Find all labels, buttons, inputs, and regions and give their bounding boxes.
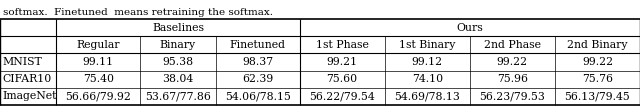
Text: MNIST: MNIST xyxy=(3,57,42,67)
Text: 75.96: 75.96 xyxy=(497,74,528,84)
Text: 95.38: 95.38 xyxy=(163,57,193,67)
Text: 53.67/77.86: 53.67/77.86 xyxy=(145,91,211,101)
Text: 62.39: 62.39 xyxy=(242,74,273,84)
Text: 75.76: 75.76 xyxy=(582,74,613,84)
Text: 38.04: 38.04 xyxy=(163,74,193,84)
Text: 99.12: 99.12 xyxy=(412,57,443,67)
Text: ImageNet: ImageNet xyxy=(3,91,57,101)
Text: 99.11: 99.11 xyxy=(83,57,114,67)
Text: 56.13/79.45: 56.13/79.45 xyxy=(564,91,630,101)
Text: 75.40: 75.40 xyxy=(83,74,114,84)
Text: softmax.  Finetuned  means retraining the softmax.: softmax. Finetuned means retraining the … xyxy=(3,8,273,17)
Text: Ours: Ours xyxy=(456,23,483,33)
Text: 1st Phase: 1st Phase xyxy=(316,40,369,50)
Text: 2nd Binary: 2nd Binary xyxy=(567,40,628,50)
Text: 1st Binary: 1st Binary xyxy=(399,40,456,50)
Text: 2nd Phase: 2nd Phase xyxy=(484,40,541,50)
Text: 99.22: 99.22 xyxy=(582,57,613,67)
Text: CIFAR10: CIFAR10 xyxy=(3,74,52,84)
Text: Finetuned: Finetuned xyxy=(230,40,285,50)
Text: 74.10: 74.10 xyxy=(412,74,443,84)
Text: 99.21: 99.21 xyxy=(326,57,358,67)
Text: 54.69/78.13: 54.69/78.13 xyxy=(394,91,460,101)
Text: 98.37: 98.37 xyxy=(242,57,273,67)
Text: 54.06/78.15: 54.06/78.15 xyxy=(225,91,291,101)
Text: 75.60: 75.60 xyxy=(326,74,358,84)
Text: 56.66/79.92: 56.66/79.92 xyxy=(65,91,131,101)
Text: Baselines: Baselines xyxy=(152,23,204,33)
Text: 99.22: 99.22 xyxy=(497,57,528,67)
Text: 56.23/79.53: 56.23/79.53 xyxy=(479,91,545,101)
Text: Regular: Regular xyxy=(77,40,120,50)
Text: Binary: Binary xyxy=(160,40,196,50)
Text: 56.22/79.54: 56.22/79.54 xyxy=(309,91,375,101)
